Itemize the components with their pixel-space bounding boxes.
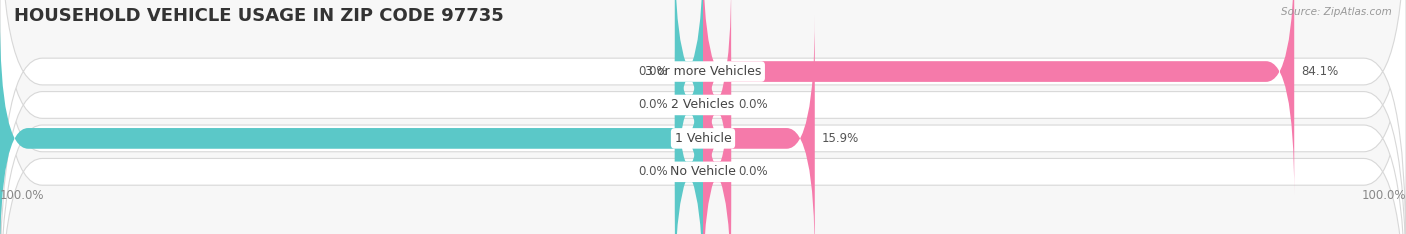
Text: Source: ZipAtlas.com: Source: ZipAtlas.com — [1281, 7, 1392, 17]
FancyBboxPatch shape — [703, 0, 1294, 195]
Text: 0.0%: 0.0% — [638, 99, 668, 111]
FancyBboxPatch shape — [703, 15, 815, 234]
FancyBboxPatch shape — [675, 0, 703, 195]
Text: 2 Vehicles: 2 Vehicles — [672, 99, 734, 111]
FancyBboxPatch shape — [0, 15, 703, 234]
Text: 100.0%: 100.0% — [1361, 189, 1406, 202]
Text: 0.0%: 0.0% — [738, 99, 768, 111]
Text: 0.0%: 0.0% — [638, 65, 668, 78]
Text: 0.0%: 0.0% — [638, 165, 668, 178]
Text: 0.0%: 0.0% — [738, 165, 768, 178]
Text: 1 Vehicle: 1 Vehicle — [675, 132, 731, 145]
Text: HOUSEHOLD VEHICLE USAGE IN ZIP CODE 97735: HOUSEHOLD VEHICLE USAGE IN ZIP CODE 9773… — [14, 7, 503, 25]
FancyBboxPatch shape — [703, 0, 731, 228]
FancyBboxPatch shape — [675, 48, 703, 234]
Text: 100.0%: 100.0% — [0, 189, 45, 202]
Text: 15.9%: 15.9% — [821, 132, 859, 145]
Text: 3 or more Vehicles: 3 or more Vehicles — [645, 65, 761, 78]
Text: 84.1%: 84.1% — [1302, 65, 1339, 78]
FancyBboxPatch shape — [675, 0, 703, 228]
FancyBboxPatch shape — [703, 48, 731, 234]
Text: No Vehicle: No Vehicle — [671, 165, 735, 178]
